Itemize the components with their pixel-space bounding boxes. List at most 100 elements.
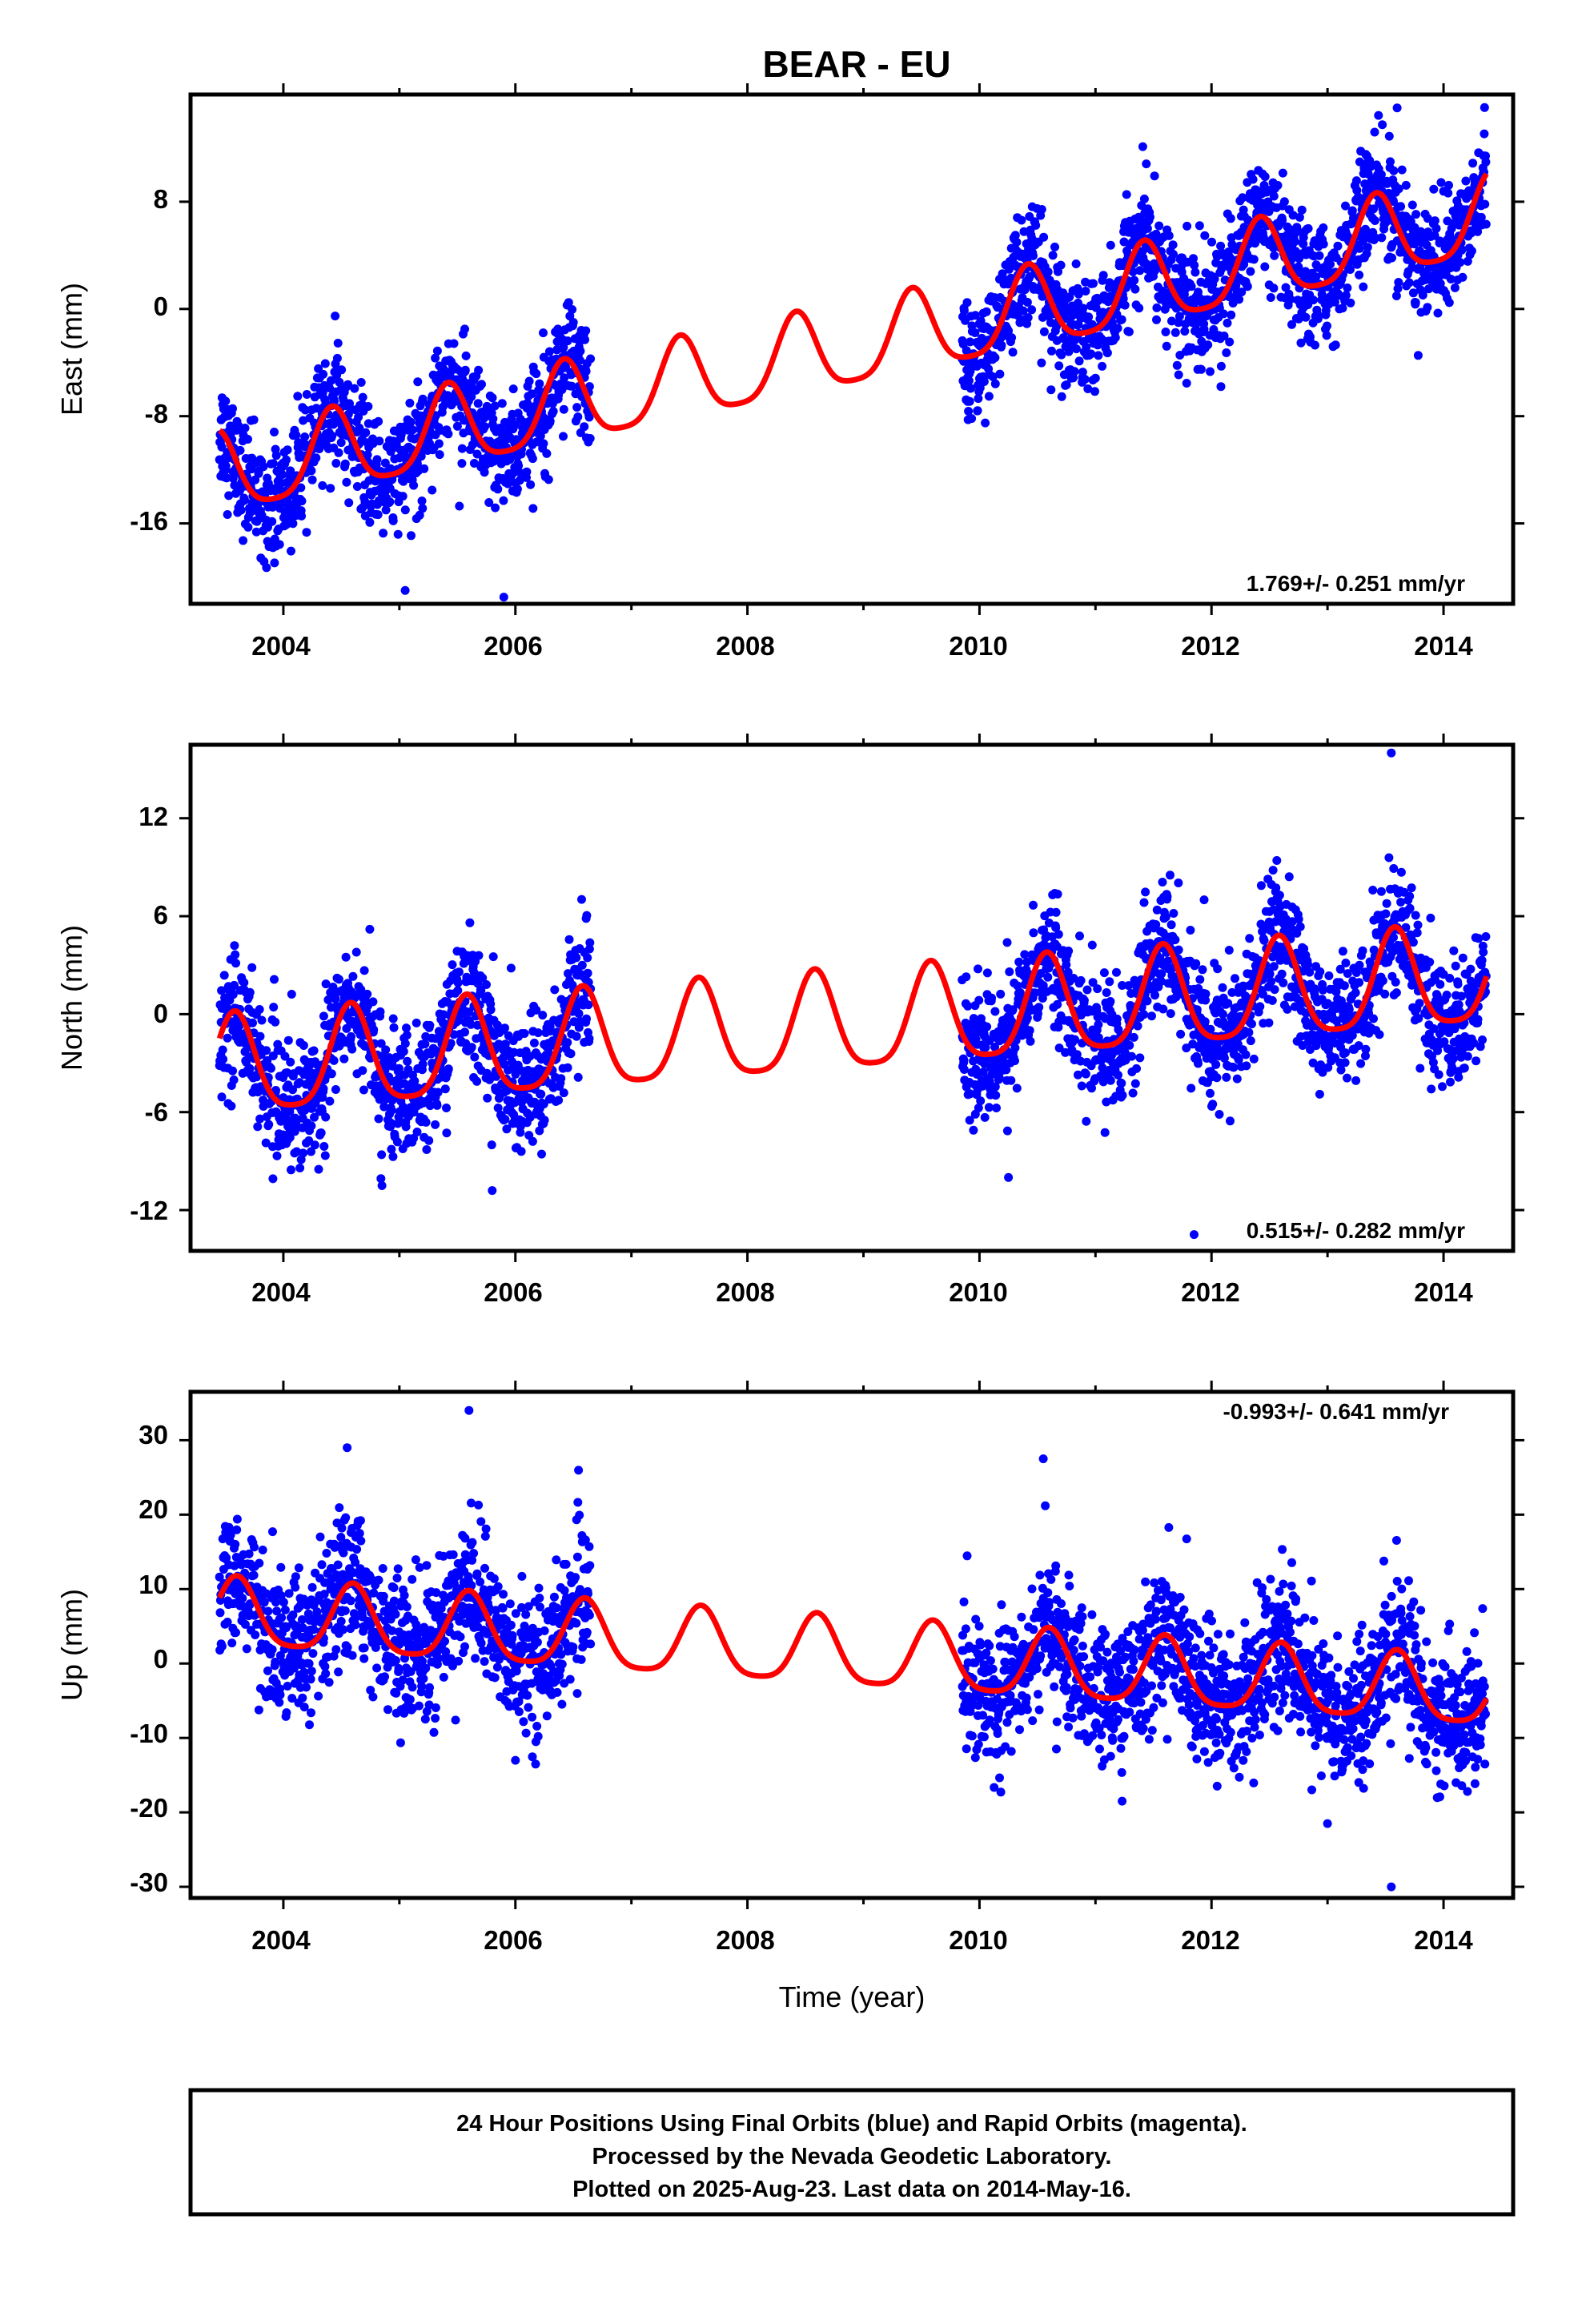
east-data-point — [1195, 221, 1204, 231]
east-data-point — [1450, 283, 1460, 292]
panel-north: North (mm) 0.515+/- 0.282 mm/yr 2004 200… — [55, 734, 1524, 1307]
north-data-point — [1135, 1053, 1145, 1063]
east-data-point — [1207, 237, 1216, 247]
north-data-point — [268, 1174, 278, 1184]
east-data-point — [326, 484, 335, 493]
north-data-point — [339, 1054, 349, 1063]
east-data-point — [300, 432, 310, 441]
north-data-point — [369, 1025, 379, 1035]
east-data-point — [283, 445, 292, 455]
north-data-point — [1446, 1077, 1455, 1087]
east-data-point — [1074, 289, 1083, 299]
east-data-point — [474, 365, 484, 375]
north-data-point — [327, 1069, 336, 1079]
north-data-point — [1315, 1089, 1324, 1099]
north-data-point — [1341, 1048, 1350, 1058]
north-data-point — [1338, 947, 1347, 956]
east-data-point — [539, 328, 548, 338]
east-data-point — [535, 379, 544, 388]
north-data-point — [320, 1151, 330, 1160]
east-data-point — [224, 491, 234, 501]
east-data-point — [505, 455, 515, 464]
east-data-point — [524, 376, 534, 386]
north-x-tick-label: 2014 — [1414, 1277, 1473, 1307]
east-data-point — [398, 492, 408, 501]
north-data-point — [1215, 1110, 1224, 1119]
north-data-point — [448, 960, 457, 970]
east-data-point — [982, 307, 991, 316]
north-data-point — [1201, 989, 1211, 999]
east-data-point — [1467, 246, 1476, 255]
east-data-point — [491, 503, 500, 513]
north-data-point — [1268, 866, 1278, 875]
east-data-point — [473, 399, 483, 408]
north-data-point — [1029, 900, 1038, 910]
east-data-point — [1384, 131, 1394, 141]
north-data-point — [506, 963, 516, 973]
north-data-point — [453, 986, 463, 995]
east-data-point — [514, 467, 524, 476]
north-data-point — [319, 1011, 328, 1021]
north-data-point — [1413, 920, 1423, 930]
east-data-point — [548, 407, 558, 416]
east-data-point — [374, 416, 383, 426]
east-data-point — [405, 398, 415, 408]
east-data-point — [477, 380, 486, 389]
north-data-point — [1191, 959, 1201, 968]
east-data-point — [962, 298, 972, 308]
north-data-point — [325, 1096, 335, 1106]
north-data-point — [1053, 890, 1062, 899]
north-data-point — [1244, 1027, 1254, 1037]
north-data-point — [1229, 1063, 1239, 1072]
east-data-point — [1164, 231, 1174, 240]
east-data-point — [1210, 274, 1219, 283]
east-data-point — [431, 353, 440, 363]
east-data-point — [1260, 172, 1270, 182]
east-data-point — [1168, 240, 1178, 250]
east-data-point — [1057, 392, 1066, 401]
north-data-point — [488, 952, 498, 962]
east-data-point — [1216, 361, 1226, 371]
north-data-point — [1195, 975, 1205, 984]
north-data-point — [1295, 922, 1305, 931]
east-data-point — [965, 396, 974, 406]
east-data-point — [288, 519, 298, 529]
east-data-point — [559, 343, 568, 352]
east-data-point — [1279, 197, 1289, 207]
east-data-point — [333, 339, 343, 348]
east-data-point — [243, 522, 253, 532]
north-data-point — [351, 947, 361, 957]
east-data-point — [270, 558, 279, 568]
north-data-point — [1256, 881, 1266, 891]
east-data-point — [268, 459, 278, 468]
east-data-point — [1378, 120, 1387, 130]
east-data-point — [1235, 295, 1244, 304]
north-x-tick-label: 2006 — [484, 1277, 542, 1307]
north-data-point — [230, 941, 239, 951]
east-data-point — [1107, 318, 1117, 328]
east-data-point — [1128, 267, 1138, 276]
east-data-point — [572, 403, 582, 412]
east-data-point — [1196, 364, 1206, 374]
north-data-point — [1369, 1014, 1378, 1023]
north-data-point — [1343, 1073, 1351, 1083]
north-data-point — [228, 1066, 237, 1076]
east-data-point — [1078, 368, 1087, 377]
east-data-point — [1370, 216, 1379, 225]
north-data-point — [1411, 911, 1420, 920]
east-data-point — [296, 483, 306, 493]
east-data-point — [1431, 223, 1441, 233]
east-data-point — [275, 540, 284, 549]
east-data-point — [379, 529, 388, 538]
east-data-point — [1269, 191, 1279, 201]
north-data-point — [974, 964, 982, 974]
east-data-point — [1429, 184, 1439, 194]
north-data-point — [1224, 946, 1234, 955]
east-data-point — [223, 510, 232, 519]
north-data-point — [227, 1101, 236, 1111]
north-data-point — [1222, 1072, 1231, 1082]
east-data-point — [967, 414, 977, 424]
east-data-point — [966, 337, 975, 347]
east-data-point — [287, 546, 295, 556]
east-data-point — [375, 436, 384, 446]
